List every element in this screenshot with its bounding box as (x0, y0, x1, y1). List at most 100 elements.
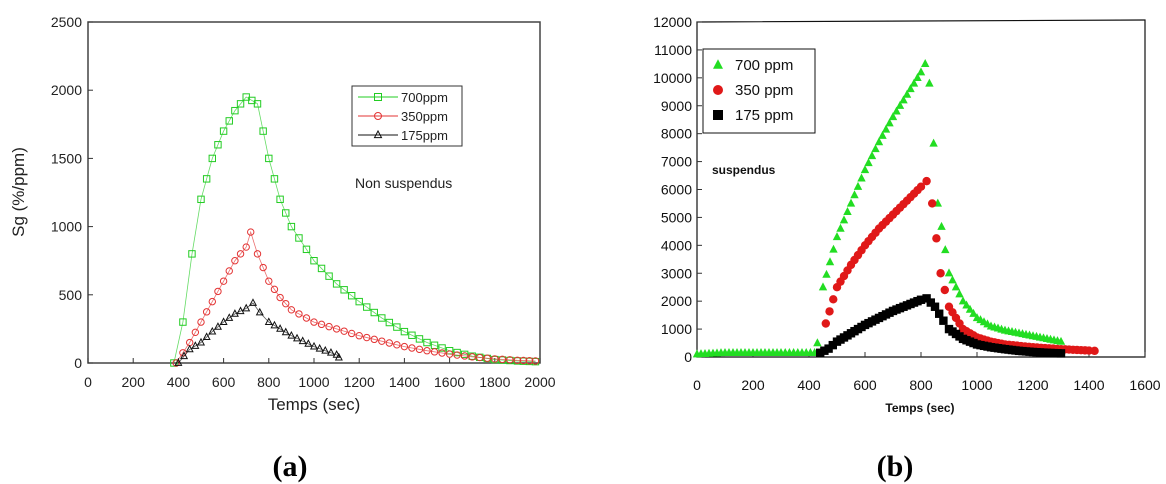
data-point (231, 106, 239, 115)
x-ticks-a: 0 200 400 600 800 1000 1200 1400 1600 1800 2000 (84, 358, 556, 390)
data-point (270, 285, 279, 294)
data-point (276, 195, 284, 204)
y-tick-label: 2000 (661, 293, 692, 309)
data-point (347, 292, 356, 300)
data-point (219, 127, 228, 135)
data-point (940, 285, 949, 295)
data-point (829, 244, 838, 253)
data-point (839, 215, 849, 224)
data-point (363, 333, 371, 342)
data-point (347, 329, 356, 338)
data-point (885, 118, 894, 127)
data-point (219, 277, 228, 285)
data-point (270, 175, 279, 183)
x-tick-label: 400 (167, 374, 191, 390)
data-point (818, 282, 828, 291)
data-point (948, 275, 957, 284)
data-point (253, 100, 262, 108)
data-point (423, 338, 431, 347)
data-point (225, 267, 233, 275)
x-tick-label: 800 (257, 374, 281, 390)
data-point (916, 295, 926, 304)
x-tick-label: 1400 (389, 374, 420, 390)
data-point (340, 286, 348, 294)
data-point (969, 308, 978, 317)
data-point (265, 277, 273, 285)
data-point (264, 317, 273, 325)
x-tick-label: 1800 (479, 374, 510, 390)
data-point (179, 349, 187, 357)
data-point (310, 318, 318, 326)
y-tick-label: 4000 (661, 237, 692, 253)
data-point (393, 323, 401, 331)
data-point (191, 328, 200, 337)
data-point (197, 195, 205, 204)
data-point (922, 176, 931, 186)
data-point (476, 353, 484, 362)
data-point (340, 327, 348, 335)
x-tick-label: 1000 (298, 374, 329, 390)
data-point (857, 173, 866, 182)
y-tick-label: 3000 (661, 265, 692, 281)
data-point (902, 89, 912, 98)
y-tick-label: 2000 (51, 82, 82, 98)
data-point (191, 341, 200, 349)
legend-label: 700ppm (401, 90, 448, 105)
data-point (197, 318, 205, 326)
data-point (242, 303, 251, 312)
data-point (864, 158, 873, 167)
data-point (265, 154, 273, 163)
y-tick-label: 1000 (661, 321, 692, 337)
data-point (438, 349, 446, 357)
data-point (321, 345, 330, 354)
y-tick-label: 500 (59, 287, 83, 303)
data-point (385, 339, 394, 347)
data-point (202, 175, 211, 183)
data-point (276, 293, 284, 302)
data-point (935, 309, 944, 318)
data-point (393, 341, 401, 349)
x-tick-label: 1200 (344, 374, 375, 390)
data-point (325, 322, 333, 331)
data-point (225, 313, 234, 321)
data-point (438, 344, 446, 352)
data-point (944, 268, 954, 277)
data-point (248, 298, 258, 306)
x-axis-title-b: Temps (sec) (885, 401, 954, 415)
legend-marker (713, 110, 723, 120)
data-point (219, 317, 228, 325)
x-tick-label: 200 (122, 374, 146, 390)
data-point (282, 299, 290, 308)
data-point (287, 306, 296, 314)
data-point (188, 250, 196, 258)
x-tick-label: 800 (909, 377, 933, 393)
data-point (298, 336, 307, 345)
data-point (453, 348, 461, 357)
data-point (853, 181, 863, 190)
data-point (928, 199, 937, 208)
x-tick-label: 1600 (434, 374, 465, 390)
x-tick-label: 1200 (1017, 377, 1048, 393)
legend-a: 700ppm 350ppm 175ppm (351, 85, 463, 147)
data-point (892, 106, 901, 115)
data-point (202, 308, 211, 316)
legend-label: 175ppm (401, 128, 448, 143)
data-point (881, 124, 891, 133)
data-point (936, 269, 945, 278)
data-point (483, 354, 491, 362)
data-point (468, 353, 476, 361)
x-tick-label: 2000 (524, 374, 555, 390)
data-point (937, 221, 946, 230)
data-point (878, 130, 887, 139)
data-point (899, 95, 908, 104)
y-tick-label: 12000 (653, 14, 692, 30)
data-point (843, 207, 852, 215)
y-ticks-a: 0 500 1000 1500 2000 2500 (51, 14, 93, 371)
data-point (225, 117, 233, 125)
legend-label: 350 ppm (735, 82, 793, 99)
y-tick-label: 2500 (51, 14, 82, 30)
data-point (906, 84, 915, 93)
x-tick-label: 600 (853, 377, 877, 393)
data-point (302, 314, 311, 322)
data-point (460, 352, 469, 360)
